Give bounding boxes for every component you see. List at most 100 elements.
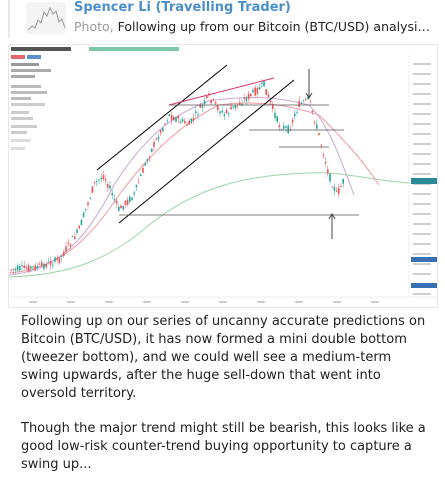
candle-body [228,112,230,114]
candle-body [261,82,263,84]
candle-body [32,266,34,268]
candle-body [98,179,100,181]
price-tick [413,193,431,195]
candle-body [153,142,155,147]
candle-body [278,125,281,128]
candle-body [93,181,96,183]
price-tick [413,143,431,145]
candle-body [122,205,124,210]
candle-body [96,181,98,183]
candle-body [19,266,21,271]
candle-body [287,125,289,134]
candle-body [159,130,162,133]
candle-body [133,192,135,195]
chart-toolbar [9,45,437,55]
candle-body [221,110,223,113]
candle-body [129,196,131,202]
candle-body [269,100,272,103]
candle-body [276,116,278,122]
candle-body [318,132,320,135]
candle-body [148,156,151,158]
candle-body [245,97,248,102]
axis-price-tags [411,178,437,288]
candle-body [313,122,316,124]
wedge-top-line [168,77,275,106]
author-name[interactable]: Spencer Li (Travelling Trader) [74,0,291,15]
candle-body [252,89,254,93]
candle-body [333,186,336,191]
indicator-panel [11,55,51,150]
candle-body [25,267,28,269]
candle-body [43,263,45,269]
post-subtitle[interactable]: Photo, Following up from our Bitcoin (BT… [74,19,434,34]
candle-body [256,87,259,94]
trend-channel [96,64,359,224]
candle-body [164,123,166,125]
candle-body [115,200,118,204]
candle-body [329,173,331,182]
author-avatar[interactable] [26,2,66,34]
candle-body [120,205,122,209]
candle-body [173,116,175,121]
price-tick [413,113,431,115]
candle-body [316,124,318,129]
candle-body [258,87,261,90]
candle-body [322,154,325,156]
candle-body [184,120,186,124]
candle-body [225,109,228,114]
candle-body [234,105,237,109]
candle-body [131,197,133,201]
candle-body [87,202,89,205]
time-tick [219,301,227,303]
up-arrow-icon [328,213,336,239]
candle-body [170,115,173,120]
body-paragraph-1: Following up on our series of uncanny ac… [21,314,426,401]
time-tick [29,301,37,303]
candle-body [250,93,252,96]
candle-body [305,98,307,100]
time-axis [9,296,437,303]
price-tick [413,93,431,95]
ma-mid-line [9,102,380,274]
candle-body [30,266,32,269]
candle-body [65,246,67,252]
candle-body [166,120,168,122]
candle-body [285,126,287,128]
candle-body [307,97,309,100]
candle-body [142,168,144,173]
candle-body [10,269,12,271]
candle-body [58,257,61,264]
candle-body [263,81,265,87]
candle-body [76,229,78,233]
price-tick [413,273,431,275]
time-tick [257,301,265,303]
price-tick [413,253,431,255]
candle-body [302,100,305,102]
candle-body [49,261,52,266]
time-tick [295,301,303,303]
candle-body [168,114,171,117]
ma-short-line [9,97,355,276]
candle-body [41,262,43,266]
candle-body [192,118,195,120]
candle-body [214,101,217,104]
chart-screenshot[interactable] [8,44,438,308]
candle-body [181,119,184,122]
candle-body [232,106,234,108]
quote-bar [8,0,10,38]
candle-body [111,193,113,196]
candle-body [16,265,19,271]
candle-body [298,101,300,108]
candle-body [179,121,182,124]
candle-body [272,104,274,109]
time-tick [333,301,341,303]
candle-body [23,265,25,269]
candle-body [283,125,285,129]
channel-lower-line [118,79,295,224]
candle-body [243,98,245,100]
time-tick [181,301,189,303]
candle-body [239,102,241,105]
candle-body [118,206,120,211]
price-tick [413,63,431,65]
candle-body [197,114,199,116]
